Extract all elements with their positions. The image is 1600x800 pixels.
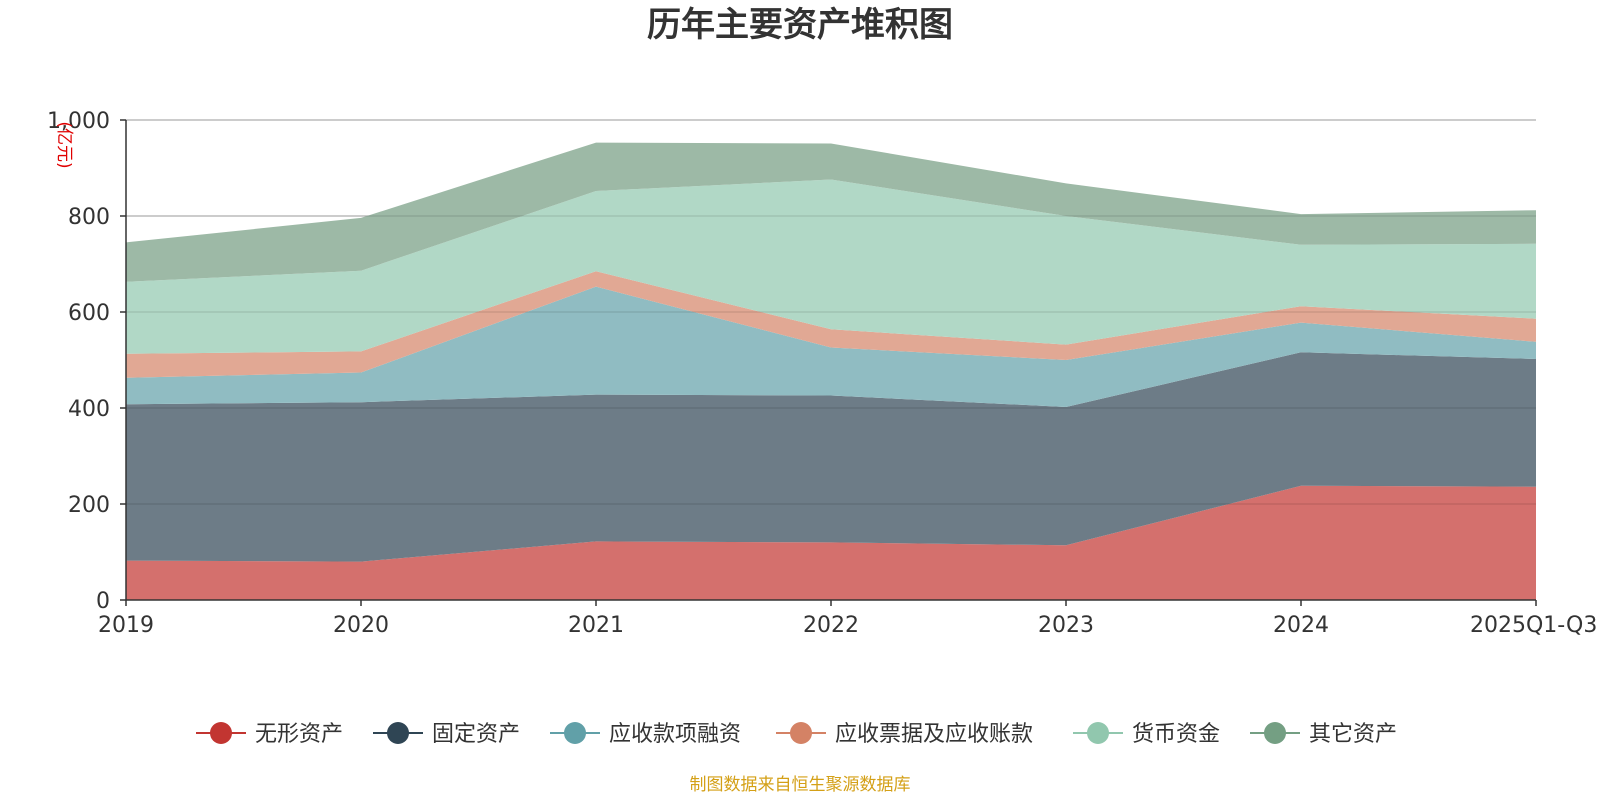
data-source-note: 制图数据来自恒生聚源数据库	[690, 775, 911, 795]
legend-dot-marker	[1264, 722, 1286, 744]
chart-title: 历年主要资产堆积图	[647, 5, 953, 45]
legend-label: 应收款项融资	[609, 722, 741, 747]
legend-dot-marker	[387, 722, 409, 744]
area-series	[126, 119, 1536, 600]
legend-item[interactable]: 货币资金	[1073, 722, 1220, 747]
y-tick-label: 800	[68, 205, 110, 230]
x-tick-label: 2021	[568, 613, 624, 638]
x-tick-label: 2023	[1038, 613, 1094, 638]
y-axis-unit: (亿元)	[54, 121, 74, 168]
grid-overlay	[126, 119, 1536, 505]
legend-dot-marker	[210, 722, 232, 744]
legend-item[interactable]: 应收票据及应收账款	[776, 722, 1033, 747]
y-tick-label: 1,000	[47, 109, 110, 134]
area-series-1	[126, 352, 1536, 562]
x-tick-label: 2024	[1273, 613, 1329, 638]
legend-item[interactable]: 应收款项融资	[550, 722, 741, 747]
legend-label: 货币资金	[1132, 722, 1220, 747]
legend-label: 固定资产	[432, 722, 520, 747]
legend: 无形资产 固定资产 应收款项融资 应收票据及应收账款 货币资金 其它资产	[196, 722, 1397, 747]
x-axis-ticks: 2019 2020 2021 2022 2023 2024 2025Q1-Q3	[98, 600, 1597, 638]
legend-label: 无形资产	[255, 722, 343, 747]
y-tick-label: 600	[68, 301, 110, 326]
area-series-2	[126, 286, 1536, 407]
legend-label: 应收票据及应收账款	[835, 722, 1033, 747]
x-tick-label: 2020	[333, 613, 389, 638]
legend-dot-marker	[1087, 722, 1109, 744]
x-tick-label: 2022	[803, 613, 859, 638]
area-series-5	[126, 142, 1536, 282]
legend-label: 其它资产	[1309, 722, 1397, 747]
area-series-4	[126, 179, 1536, 354]
legend-dot-marker	[790, 722, 812, 744]
y-tick-label: 400	[68, 397, 110, 422]
legend-dot-marker	[564, 722, 586, 744]
y-tick-label: 200	[68, 493, 110, 518]
x-tick-label: 2025Q1-Q3	[1470, 613, 1597, 638]
y-axis-ticks: 0 200 400 600 800 1,000	[47, 109, 126, 614]
x-tick-label: 2019	[98, 613, 154, 638]
area-series-0	[126, 485, 1536, 600]
area-series-3	[126, 271, 1536, 378]
y-tick-label: 0	[96, 589, 110, 614]
legend-item[interactable]: 其它资产	[1250, 722, 1397, 747]
legend-item[interactable]: 固定资产	[373, 722, 520, 747]
legend-item[interactable]: 无形资产	[196, 722, 343, 747]
